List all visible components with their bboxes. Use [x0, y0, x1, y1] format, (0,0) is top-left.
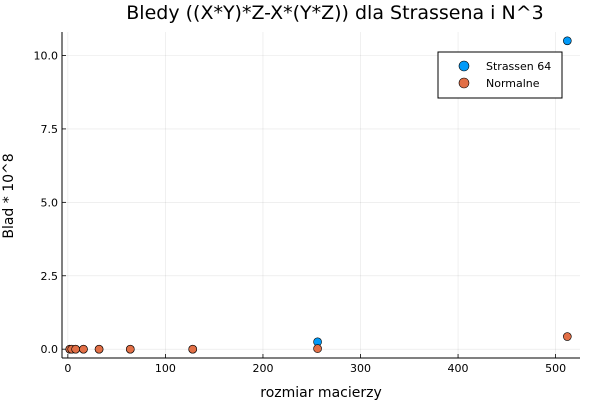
x-axis-label: rozmiar macierzy [260, 385, 381, 400]
y-tick-label: 10.0 [34, 49, 59, 62]
data-point-normalne [71, 344, 80, 354]
y-tick-label: 7.5 [41, 123, 59, 136]
x-tick-label: 100 [155, 362, 176, 375]
y-tick-label: 0.0 [41, 343, 59, 356]
legend-marker-strassen [458, 60, 470, 72]
legend: Strassen 64 Normalne [437, 51, 563, 99]
data-point-normalne [313, 344, 322, 353]
y-axis-label: Blad * 10^8 [1, 153, 17, 238]
legend-label-normalne: Normalne [486, 77, 540, 90]
legend-label-strassen: Strassen 64 [486, 60, 551, 73]
legend-marker-normalne [458, 77, 470, 89]
y-tick-label: 2.5 [41, 270, 59, 283]
data-point-normalne [125, 344, 135, 354]
data-point-normalne [79, 344, 88, 354]
ticks: 0 100 200 300 400 500 0.0 2.5 5.0 7.5 10.0 [34, 49, 567, 375]
axes [61, 32, 580, 359]
y-tick-label: 5.0 [41, 196, 59, 209]
legend-box [437, 51, 563, 99]
x-tick-label: 400 [448, 362, 469, 375]
data-point-normalne [188, 344, 198, 354]
data-point-normalne [563, 332, 572, 341]
x-tick-label: 300 [350, 362, 371, 375]
data-points [65, 36, 572, 354]
x-tick-label: 500 [545, 362, 566, 375]
x-tick-label: 0 [64, 362, 71, 375]
data-point-strassen [563, 36, 572, 46]
x-tick-label: 200 [252, 362, 273, 375]
chart-title: Bledy ((X*Y)*Z-X*(Y*Z)) dla Strassena i … [126, 2, 543, 24]
data-point-normalne [94, 344, 104, 354]
